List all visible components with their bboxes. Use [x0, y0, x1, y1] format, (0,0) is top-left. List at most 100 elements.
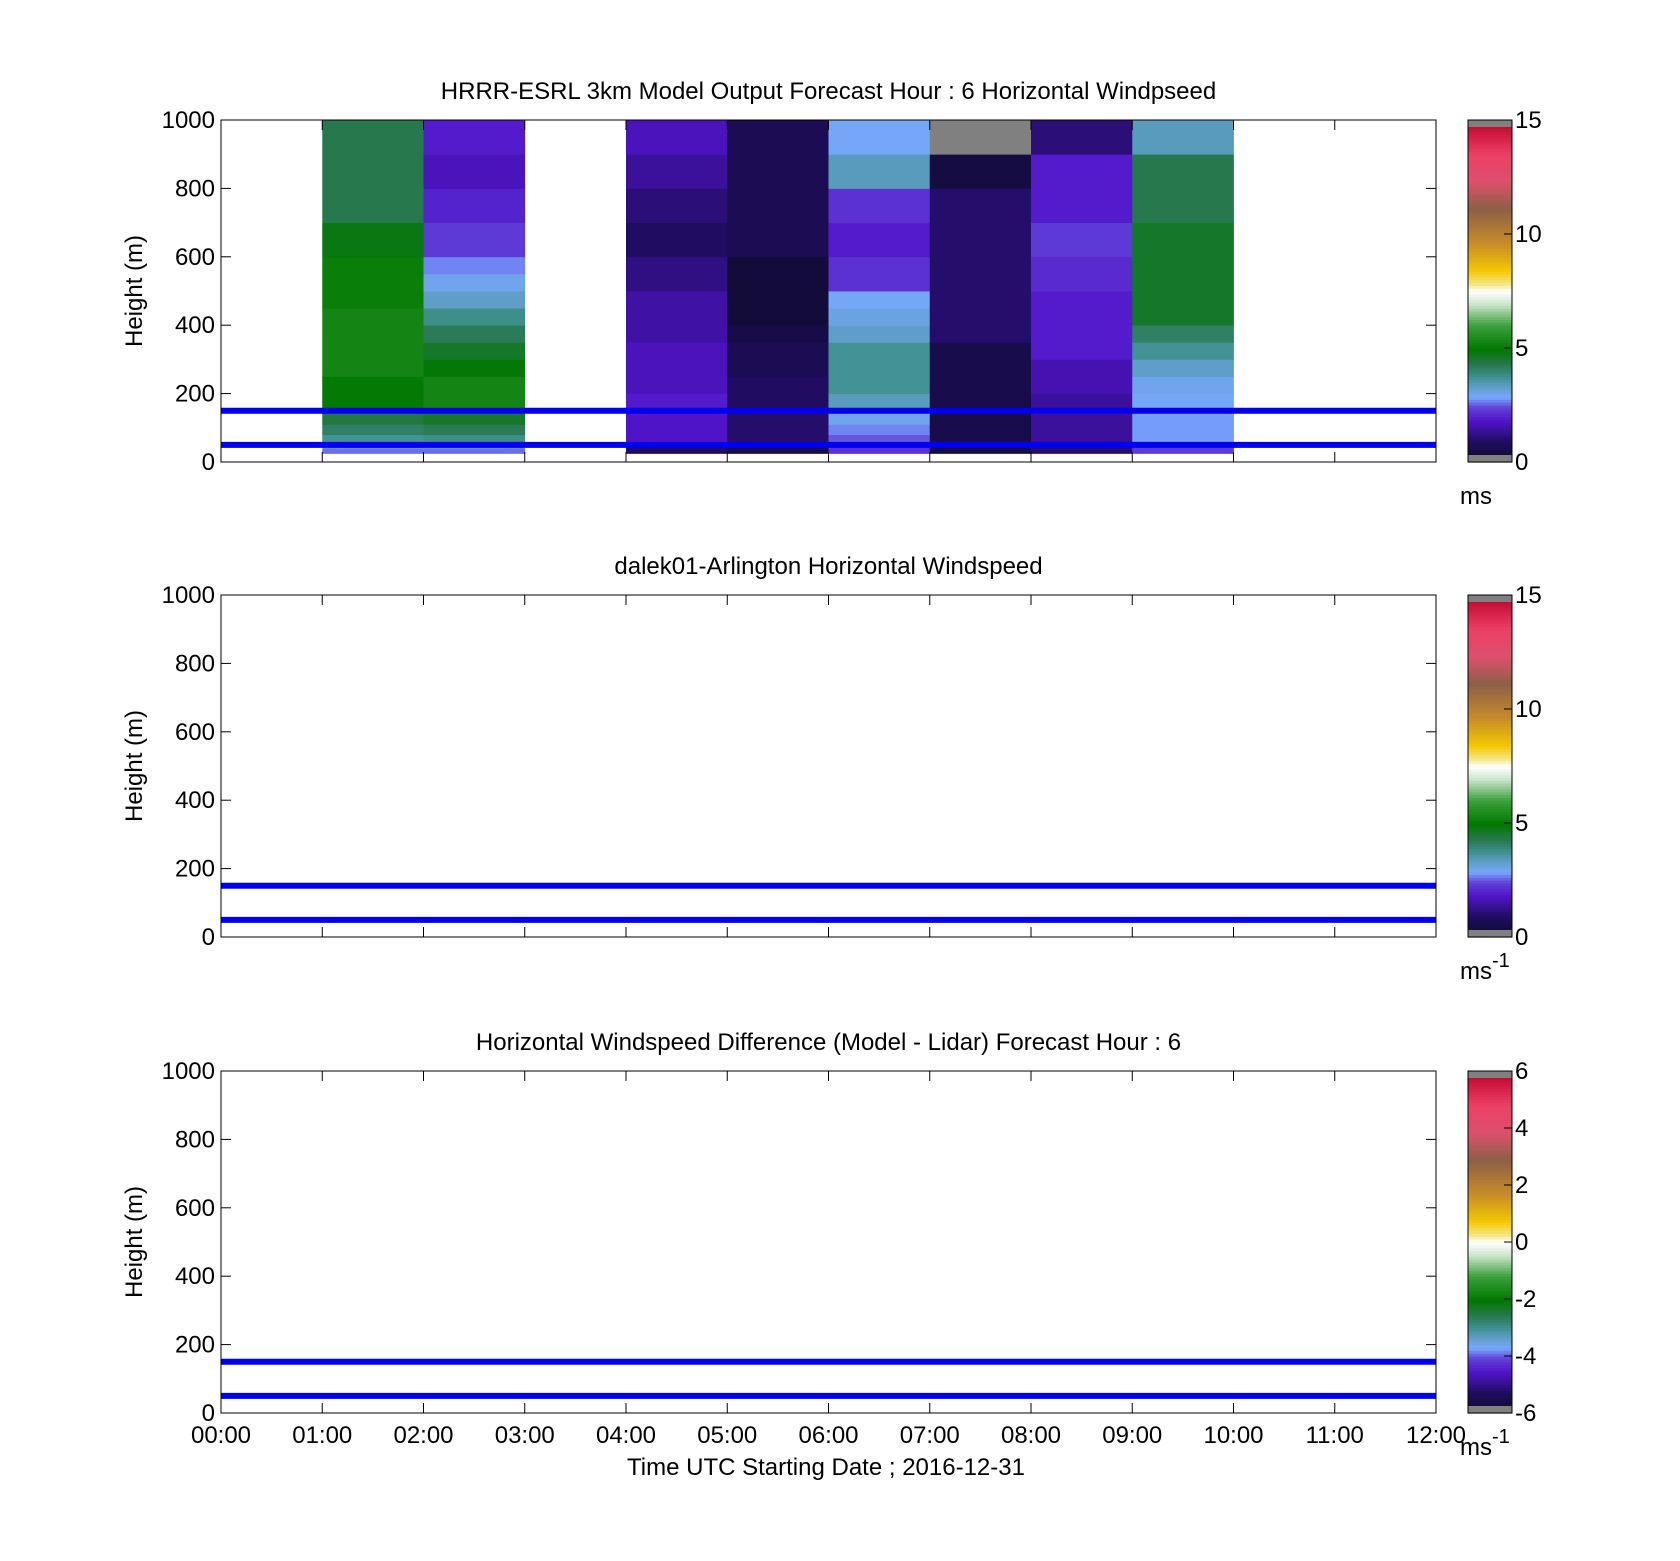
colorbar-segment	[1468, 766, 1512, 770]
colorbar-segment	[1468, 905, 1512, 910]
x-tick-label: 12:00	[1406, 1422, 1466, 1449]
colorbar-segment	[1468, 1401, 1512, 1406]
colorbar-segment	[1468, 1090, 1512, 1095]
colorbar-segment	[1468, 1199, 1512, 1203]
colorbar-segment	[1468, 202, 1512, 207]
heatmap-cell	[322, 308, 424, 377]
colorbar-segment	[1468, 1381, 1512, 1386]
colorbar-segment	[1468, 1196, 1512, 1200]
colorbar-segment	[1468, 248, 1512, 252]
colorbar-segment	[1468, 917, 1512, 921]
colorbar-segment	[1468, 1165, 1512, 1169]
colorbar-segment	[1468, 871, 1512, 875]
colorbar-segment	[1468, 1310, 1512, 1314]
colorbar-segment	[1468, 1296, 1512, 1300]
colorbar-cap-top	[1468, 1071, 1512, 1078]
colorbar-segment	[1468, 1139, 1512, 1143]
colorbar-segment	[1468, 823, 1512, 827]
heatmap-cell	[727, 120, 829, 258]
colorbar-tick-label: 0	[1515, 924, 1528, 951]
x-tick-label: 03:00	[495, 1422, 555, 1449]
colorbar-segment	[1468, 373, 1512, 378]
colorbar-segment	[1468, 1250, 1512, 1254]
colorbar-segment	[1468, 1259, 1512, 1263]
colorbar-segment	[1468, 1119, 1512, 1123]
colorbar-segment	[1468, 797, 1512, 801]
colorbar-segment	[1468, 1105, 1512, 1109]
colorbar-segment	[1468, 680, 1512, 684]
y-tick-label: 0	[202, 924, 215, 951]
colorbar-segment	[1468, 1145, 1512, 1149]
colorbar-segment	[1468, 433, 1512, 437]
x-tick-label: 08:00	[1001, 1422, 1061, 1449]
colorbar-segment	[1468, 629, 1512, 633]
colorbar-segment	[1468, 405, 1512, 409]
colorbar-segment	[1468, 1378, 1512, 1383]
colorbar-segment	[1468, 1156, 1512, 1160]
colorbar-segment	[1468, 1167, 1512, 1172]
colorbar-segment	[1468, 1088, 1512, 1092]
colorbar-segment	[1468, 251, 1512, 255]
colorbar-cap-top	[1468, 120, 1512, 127]
colorbar-segment	[1468, 723, 1512, 727]
y-tick-label: 200	[175, 1332, 215, 1359]
y-tick-label: 200	[175, 856, 215, 883]
colorbar-segment	[1468, 427, 1512, 432]
colorbar-segment	[1468, 1128, 1512, 1132]
colorbar-segment	[1468, 310, 1512, 315]
colorbar-segment	[1468, 694, 1512, 699]
colorbar-segment	[1468, 262, 1512, 266]
y-tick-label: 400	[175, 312, 215, 339]
colorbar-segment	[1468, 919, 1512, 924]
y-tick-label: 600	[175, 1195, 215, 1222]
colorbar-segment	[1468, 1264, 1512, 1269]
heatmap-cell	[828, 410, 931, 425]
heatmap-cell	[423, 376, 526, 412]
colorbar-segment	[1468, 825, 1512, 830]
colorbar-segment	[1468, 740, 1512, 744]
colorbar-segment	[1468, 1102, 1512, 1106]
y-tick-label: 0	[202, 449, 215, 476]
y-tick-label: 800	[175, 1126, 215, 1153]
colorbar-segment	[1468, 419, 1512, 423]
colorbar-segment	[1468, 1344, 1512, 1349]
colorbar-segment	[1468, 911, 1512, 915]
colorbar-segment	[1468, 865, 1512, 870]
colorbar-segment	[1468, 1082, 1512, 1086]
colorbar-segment	[1468, 609, 1512, 613]
colorbar-segment	[1468, 196, 1512, 201]
colorbar-segment	[1468, 914, 1512, 918]
colorbar-segment	[1468, 430, 1512, 435]
colorbar-segment	[1468, 700, 1512, 704]
colorbar-segment	[1468, 436, 1512, 440]
colorbar-segment	[1468, 1270, 1512, 1274]
colorbar-tick-label: 2	[1515, 1172, 1528, 1199]
heatmap-cell	[828, 188, 931, 223]
colorbar-segment	[1468, 617, 1512, 622]
colorbar-segment	[1468, 385, 1512, 389]
colorbar-segment	[1468, 1316, 1512, 1320]
colorbar-segment	[1468, 1364, 1512, 1368]
colorbar-segment	[1468, 751, 1512, 756]
colorbar-segment	[1468, 1321, 1512, 1326]
colorbar-segment	[1468, 236, 1512, 241]
colorbar-segment	[1468, 382, 1512, 386]
colorbar-segment	[1468, 302, 1512, 306]
colorbar-segment	[1468, 1193, 1512, 1197]
colorbar-segment	[1468, 803, 1512, 807]
y-tick-label: 0	[202, 1400, 215, 1427]
colorbar: 0 5 10 15 ms	[1460, 107, 1542, 510]
colorbar-segment	[1468, 171, 1512, 175]
colorbar-segment	[1468, 1256, 1512, 1260]
colorbar-segment	[1468, 439, 1512, 443]
colorbar-segment	[1468, 1324, 1512, 1329]
colorbar-segment	[1468, 885, 1512, 890]
heatmap-cell	[929, 444, 1032, 454]
colorbar-segment	[1468, 162, 1512, 167]
colorbar-segment	[1468, 763, 1512, 767]
colorbar-segment	[1468, 191, 1512, 195]
colorbar-segment	[1468, 1247, 1512, 1252]
colorbar-segment	[1468, 880, 1512, 884]
heatmap-cell	[929, 120, 1032, 155]
heatmap-cell	[423, 359, 526, 377]
